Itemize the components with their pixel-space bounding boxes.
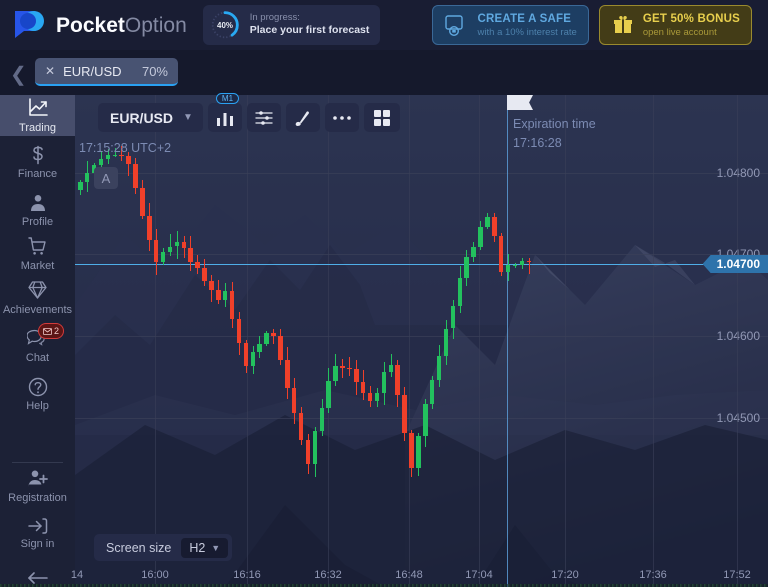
svg-text:40%: 40%: [217, 21, 233, 30]
